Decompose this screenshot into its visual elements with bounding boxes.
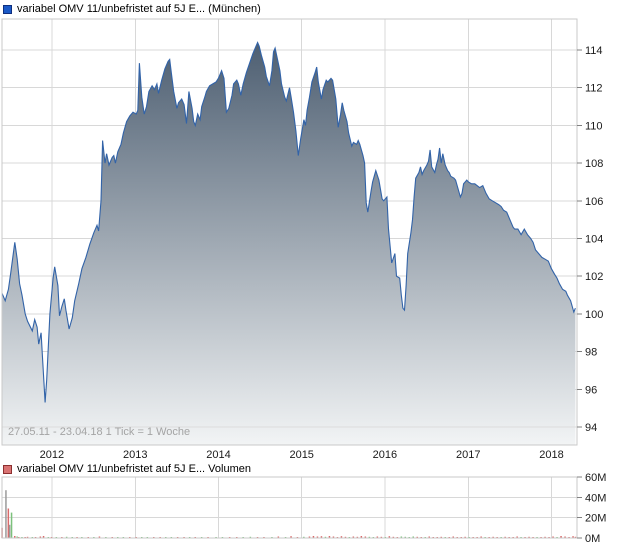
price-legend: variabel OMV 11/unbefristet auf 5J E... … [3,3,261,15]
plot-borders [1,18,578,539]
svg-text:2015: 2015 [289,449,313,461]
svg-text:60M: 60M [585,472,606,484]
svg-text:2012: 2012 [40,449,64,461]
volume-series-swatch-icon [3,464,12,474]
svg-text:2016: 2016 [373,449,397,461]
svg-text:2014: 2014 [206,449,230,461]
volume-legend: variabel OMV 11/unbefristet auf 5J E... … [3,463,251,475]
svg-text:20M: 20M [585,513,606,525]
svg-text:108: 108 [585,158,603,170]
price-legend-label: variabel OMV 11/unbefristet auf 5J E... … [17,3,261,15]
svg-text:0M: 0M [585,533,600,545]
svg-text:100: 100 [585,309,603,321]
svg-text:102: 102 [585,271,603,283]
svg-text:98: 98 [585,347,597,359]
x-axis-labels: 2012 2013 2014 2015 2016 2017 2018 [40,449,564,461]
svg-text:110: 110 [585,120,603,132]
svg-text:114: 114 [585,45,603,57]
svg-text:2013: 2013 [123,449,147,461]
price-area-fill [2,42,576,445]
price-series-swatch-icon [3,4,12,14]
svg-text:2017: 2017 [456,449,480,461]
svg-text:40M: 40M [585,492,606,504]
svg-text:106: 106 [585,196,603,208]
price-y-axis-labels: 94 96 98 100 102 104 106 108 110 112 114 [577,45,603,434]
svg-text:2018: 2018 [539,449,563,461]
price-line [1,41,576,403]
date-range-label: 27.05.11 - 23.04.18 1 Tick = 1 Woche [8,426,191,438]
svg-text:104: 104 [585,234,603,246]
svg-text:96: 96 [585,384,597,396]
volume-legend-label: variabel OMV 11/unbefristet auf 5J E... … [17,463,251,475]
volume-y-axis-labels: 0M 20M 40M 60M [577,472,606,545]
svg-text:94: 94 [585,422,597,434]
svg-text:112: 112 [585,83,603,95]
